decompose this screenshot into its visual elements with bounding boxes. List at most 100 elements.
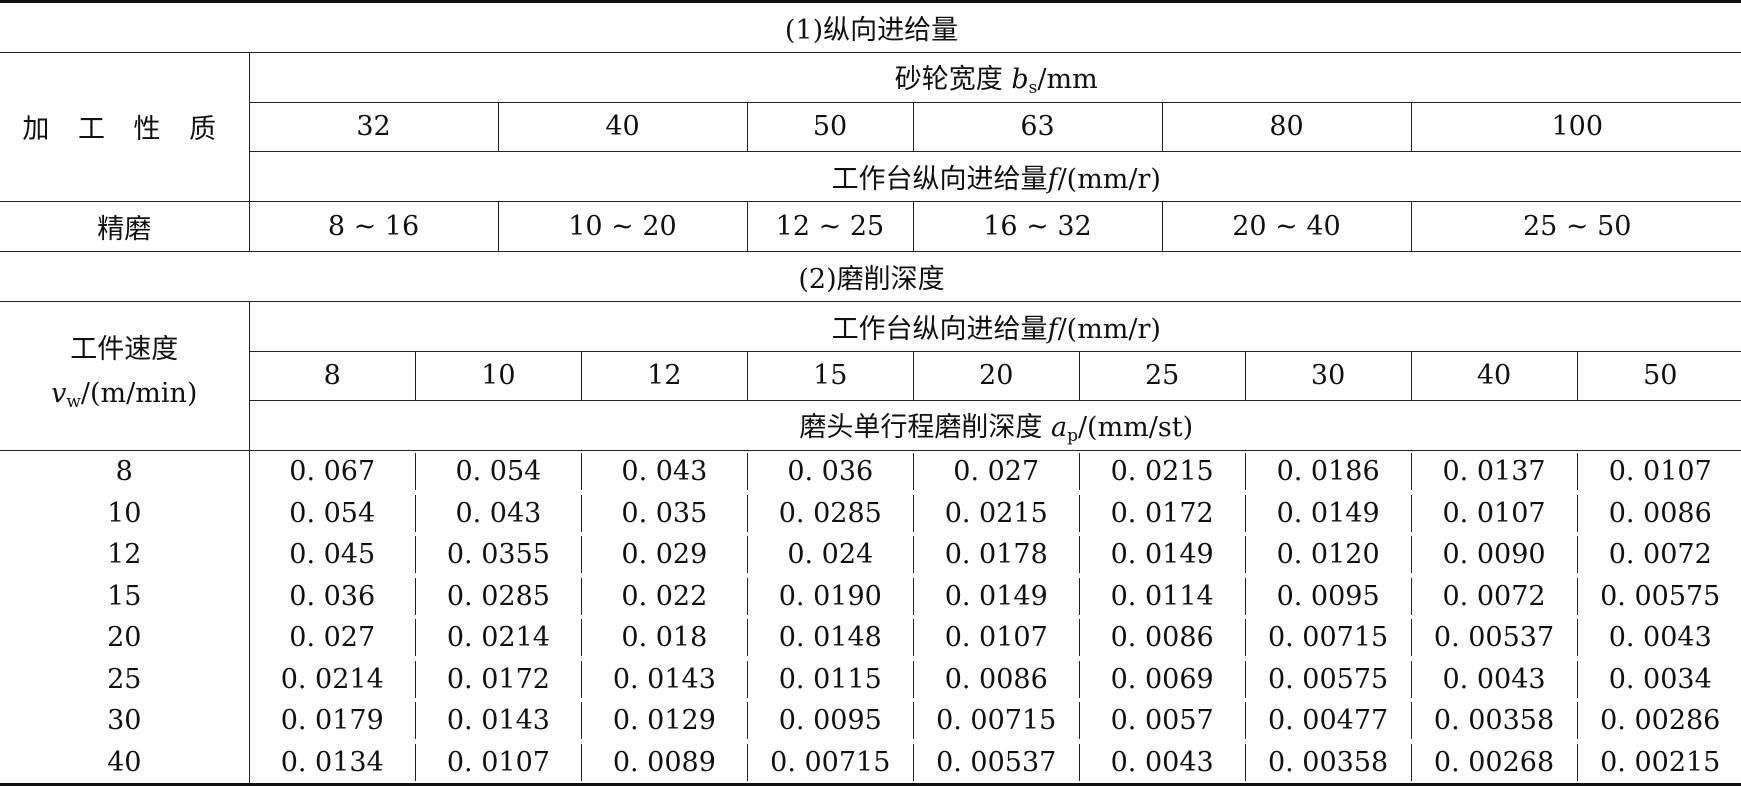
feed-value: 8	[323, 360, 341, 392]
depth-value-cell: 0. 0114	[1078, 577, 1246, 615]
workpiece-speed-value: 15	[0, 575, 250, 618]
feed-value: 20	[912, 352, 1080, 400]
table-feed-header: 工作台纵向进给量f/(mm/r)	[249, 151, 1741, 203]
depth-value-cell: 0. 0107	[1410, 494, 1577, 532]
depth-value-cell: 0. 0095	[1244, 577, 1412, 615]
depth-value-cell: 0. 00537	[912, 743, 1080, 781]
depth-value-cell: 0. 0129	[580, 702, 748, 740]
workpiece-speed-value: 20	[0, 617, 250, 659]
wheel-width-value: 80	[1161, 101, 1412, 153]
depth-value-cell: 0. 0134	[280, 746, 384, 778]
depth-value-cell: 0. 045	[289, 539, 376, 571]
depth-value-cell: 0. 0215	[912, 494, 1080, 532]
depth-value-cell: 0. 067	[289, 456, 376, 488]
table-feed-header-2: 工作台纵向进给量f/(mm/r)	[248, 300, 1741, 352]
depth-value-cell: 0. 035	[580, 494, 748, 532]
depth-value-cell: 0. 0043	[1576, 619, 1741, 657]
depth-value-cell: 0. 036	[746, 453, 914, 491]
feed-range-cell: 10 ~ 20	[497, 201, 748, 252]
depth-value-cell: 0. 0214	[414, 619, 582, 657]
depth-value-cell: 0. 0179	[280, 705, 384, 737]
depth-value-cell: 0. 0069	[1078, 660, 1246, 698]
workpiece-speed-value: 40	[0, 741, 250, 786]
depth-value-cell: 0. 00715	[1244, 619, 1412, 657]
section2-title: (2)磨削深度	[0, 250, 1741, 302]
workpiece-speed-value: 12	[0, 534, 250, 576]
depth-value-cell: 0. 0107	[1576, 453, 1741, 491]
depth-value-cell: 0. 00537	[1410, 619, 1577, 657]
depth-value-cell: 0. 0034	[1576, 660, 1741, 698]
wheel-width-value: 32	[249, 101, 499, 153]
depth-value-cell: 0. 0107	[414, 743, 582, 781]
depth-value-cell: 0. 00575	[1576, 577, 1741, 615]
depth-value-cell: 0. 0190	[746, 577, 914, 615]
depth-value-cell: 0. 0107	[912, 619, 1080, 657]
depth-value-cell: 0. 022	[580, 577, 748, 615]
depth-value-cell: 0. 027	[289, 622, 376, 654]
depth-value-cell: 0. 018	[580, 619, 748, 657]
depth-value-cell: 0. 00286	[1576, 702, 1741, 740]
wheel-width-header: 砂轮宽度 bs/mm	[248, 51, 1741, 103]
depth-value-cell: 0. 0072	[1576, 536, 1741, 574]
depth-value-cell: 0. 0285	[414, 577, 582, 615]
table-row: 30 0. 0179 0. 0143 0. 0129 0. 0095 0. 00715 0.…	[0, 700, 1741, 742]
depth-value-cell: 0. 0172	[414, 660, 582, 698]
depth-value-cell: 0. 0172	[1078, 494, 1246, 532]
depth-value-cell: 0. 0143	[580, 660, 748, 698]
depth-value-cell: 0. 043	[414, 494, 582, 532]
depth-value-cell: 0. 0355	[414, 536, 582, 574]
table-row: 20 0. 027 0. 0214 0. 018 0. 0148 0. 0107 0. 00…	[0, 617, 1741, 659]
feed-value: 50	[1576, 352, 1741, 400]
wheel-width-value: 63	[912, 101, 1163, 153]
depth-value-cell: 0. 0214	[280, 663, 384, 695]
processing-nature-label: 加 工 性 质	[0, 51, 250, 203]
table-row: 8 0. 067 0. 054 0. 043 0. 036 0. 027 0. 0215 0.…	[0, 450, 1741, 493]
depth-value-cell: 0. 0178	[912, 536, 1080, 574]
depth-value-cell: 0. 0120	[1244, 536, 1412, 574]
depth-value-cell: 0. 0086	[1078, 619, 1246, 657]
feed-value-group: 8 10 12 15 20 25 30 40 50	[249, 350, 1741, 402]
depth-value-cell: 0. 0086	[912, 660, 1080, 698]
feed-value: 40	[1410, 352, 1577, 400]
depth-value-cell: 0. 0095	[746, 702, 914, 740]
wheel-width-value: 40	[497, 101, 748, 153]
depth-value-cell: 0. 0149	[1244, 494, 1412, 532]
table-row: 12 0. 045 0. 0355 0. 029 0. 024 0. 0178 0. 014…	[0, 534, 1741, 576]
workpiece-speed-value: 8	[0, 450, 250, 493]
depth-value-cell: 0. 0285	[746, 494, 914, 532]
workpiece-speed-value: 25	[0, 658, 250, 701]
depth-value-cell: 0. 00477	[1244, 702, 1412, 740]
feed-value: 15	[746, 352, 914, 400]
workpiece-speed-label: 工件速度 vw/(m/min)	[0, 300, 250, 452]
workpiece-speed-value: 30	[0, 700, 250, 742]
cut-depth-header: 磨头单行程磨削深度 ap/(mm/st)	[249, 400, 1741, 452]
feed-value: 30	[1244, 352, 1412, 400]
feed-value: 12	[580, 352, 748, 400]
depth-value-cell: 0. 0090	[1410, 536, 1577, 574]
depth-value-cell: 0. 00215	[1576, 743, 1741, 781]
wheel-width-value: 100	[1410, 101, 1741, 153]
depth-value-cell: 0. 054	[289, 497, 376, 529]
depth-value-cell: 0. 027	[912, 453, 1080, 491]
wheel-width-value: 50	[746, 101, 914, 153]
depth-value-cell: 0. 0149	[912, 577, 1080, 615]
depth-value-cell: 0. 0186	[1244, 453, 1412, 491]
depth-value-cell: 0. 036	[289, 580, 376, 612]
depth-value-cell: 0. 054	[414, 453, 582, 491]
feed-value: 10	[414, 352, 582, 400]
feed-range-cell: 25 ~ 50	[1410, 201, 1741, 252]
depth-value-cell: 0. 0215	[1078, 453, 1246, 491]
table-row: 10 0. 054 0. 043 0. 035 0. 0285 0. 0215 0. 017…	[0, 492, 1741, 535]
depth-value-cell: 0. 0137	[1410, 453, 1577, 491]
depth-value-cell: 0. 00715	[746, 743, 914, 781]
table-row: 15 0. 036 0. 0285 0. 022 0. 0190 0. 0149 0. 01…	[0, 575, 1741, 618]
feed-range-cell: 12 ~ 25	[746, 201, 914, 252]
feed-range-cell: 16 ~ 32	[912, 201, 1163, 252]
feed-value: 25	[1078, 352, 1246, 400]
depth-value-cell: 0. 0057	[1078, 702, 1246, 740]
depth-value-cell: 0. 00575	[1244, 660, 1412, 698]
table-row: 25 0. 0214 0. 0172 0. 0143 0. 0115 0. 0086 0. …	[0, 658, 1741, 701]
depth-value-cell: 0. 0115	[746, 660, 914, 698]
depth-value-cell: 0. 024	[746, 536, 914, 574]
section1-title: (1)纵向进给量	[0, 0, 1741, 53]
